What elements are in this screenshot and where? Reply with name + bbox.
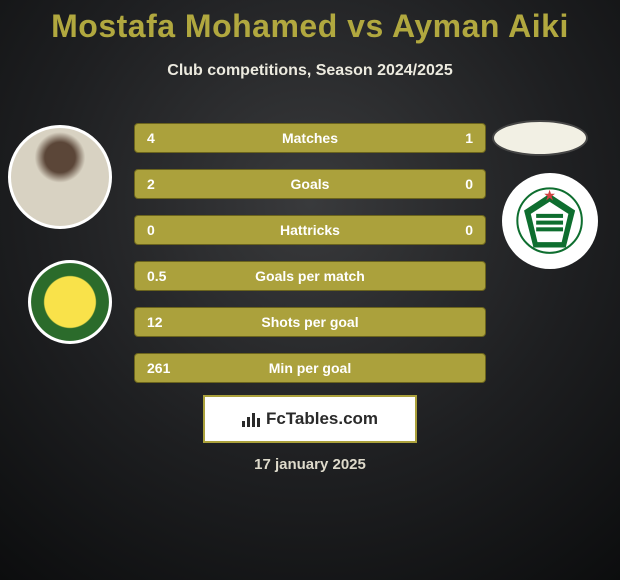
asse-crest-svg <box>516 187 583 254</box>
player2-club-crest <box>502 173 598 269</box>
stat-label: Shots per goal <box>183 314 437 330</box>
player2-photo <box>492 120 588 156</box>
stat-label: Min per goal <box>183 360 437 376</box>
badge-text: FcTables.com <box>266 409 378 429</box>
fctables-badge[interactable]: FcTables.com <box>203 395 417 443</box>
stats-rows: 4Matches12Goals00Hattricks00.5Goals per … <box>134 123 486 399</box>
stat-row: 2Goals0 <box>134 169 486 199</box>
stat-row: 0Hattricks0 <box>134 215 486 245</box>
stat-left-value: 4 <box>147 130 183 146</box>
player1-photo <box>8 125 112 229</box>
stat-label: Hattricks <box>183 222 437 238</box>
stat-row: 12Shots per goal <box>134 307 486 337</box>
stat-right-value: 0 <box>437 176 473 192</box>
stat-left-value: 2 <box>147 176 183 192</box>
stat-row: 0.5Goals per match <box>134 261 486 291</box>
player1-club-crest <box>28 260 112 344</box>
badge-bars-icon <box>242 411 260 427</box>
stat-left-value: 0 <box>147 222 183 238</box>
stat-right-value: 1 <box>437 130 473 146</box>
stat-label: Goals per match <box>183 268 437 284</box>
stat-label: Goals <box>183 176 437 192</box>
stat-row: 4Matches1 <box>134 123 486 153</box>
page-subtitle: Club competitions, Season 2024/2025 <box>0 62 620 80</box>
stat-label: Matches <box>183 130 437 146</box>
stat-left-value: 12 <box>147 314 183 330</box>
page-title: Mostafa Mohamed vs Ayman Aiki <box>0 8 620 45</box>
stat-left-value: 261 <box>147 360 183 376</box>
stat-row: 261Min per goal <box>134 353 486 383</box>
generated-date: 17 january 2025 <box>0 456 620 473</box>
stat-left-value: 0.5 <box>147 268 183 284</box>
stat-right-value: 0 <box>437 222 473 238</box>
